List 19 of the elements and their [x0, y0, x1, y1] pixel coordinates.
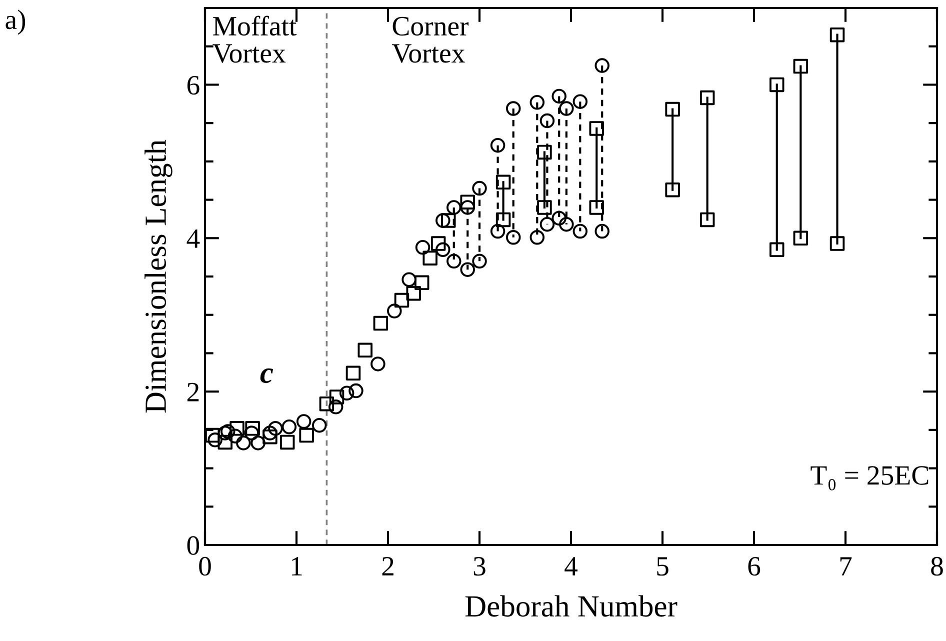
x-tick-label: 5	[657, 557, 668, 576]
annotation: T₀ = 25EC	[810, 466, 928, 490]
annotation: c	[260, 368, 274, 384]
annotation: Moffatt Vortex	[212, 16, 297, 63]
y-axis-title: Dimensionless Length	[144, 140, 172, 413]
y-tick-label: 0	[187, 536, 200, 555]
text: a)	[6, 10, 26, 35]
x-tick-label: 6	[748, 556, 760, 576]
x-tick-label: 7	[840, 557, 852, 576]
x-tick-label: 2	[382, 556, 394, 576]
x-axis-title: Deborah Number	[465, 595, 678, 617]
annotation: Corner Vortex	[392, 16, 469, 63]
y-tick-label: 2	[187, 382, 199, 402]
x-tick-label: 3	[474, 556, 486, 576]
x-tick-label: 4	[564, 557, 578, 576]
y-tick-label: 4	[186, 229, 200, 248]
y-tick-label: 6	[187, 76, 200, 95]
x-tick-label: 8	[931, 556, 943, 576]
x-tick-label: 1	[292, 557, 302, 576]
